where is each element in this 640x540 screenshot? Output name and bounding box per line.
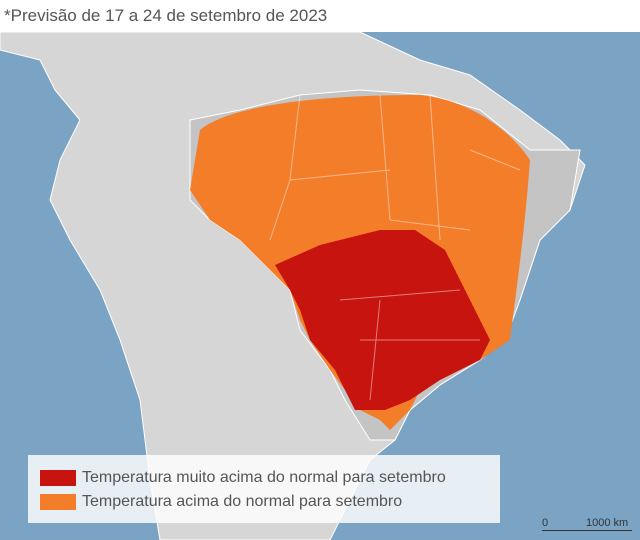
title: *Previsão de 17 a 24 de setembro de 2023 — [4, 6, 328, 25]
map — [0, 32, 640, 540]
legend-swatch — [40, 470, 76, 486]
state-borders — [269, 94, 521, 401]
well-above-normal-region — [275, 230, 490, 410]
legend-item: Temperatura muito acima do normal para s… — [40, 469, 446, 487]
scale-bar — [542, 530, 632, 531]
legend: Temperatura muito acima do normal para s… — [28, 455, 500, 523]
legend-label: Temperatura acima do normal para setembr… — [82, 493, 403, 510]
legend-swatch — [40, 494, 76, 510]
legend-item: Temperatura acima do normal para setembr… — [40, 493, 402, 511]
scale-label: 0 — [542, 517, 549, 529]
legend-label: Temperatura muito acima do normal para s… — [82, 469, 446, 486]
scale-label: 1000 km — [586, 517, 629, 529]
